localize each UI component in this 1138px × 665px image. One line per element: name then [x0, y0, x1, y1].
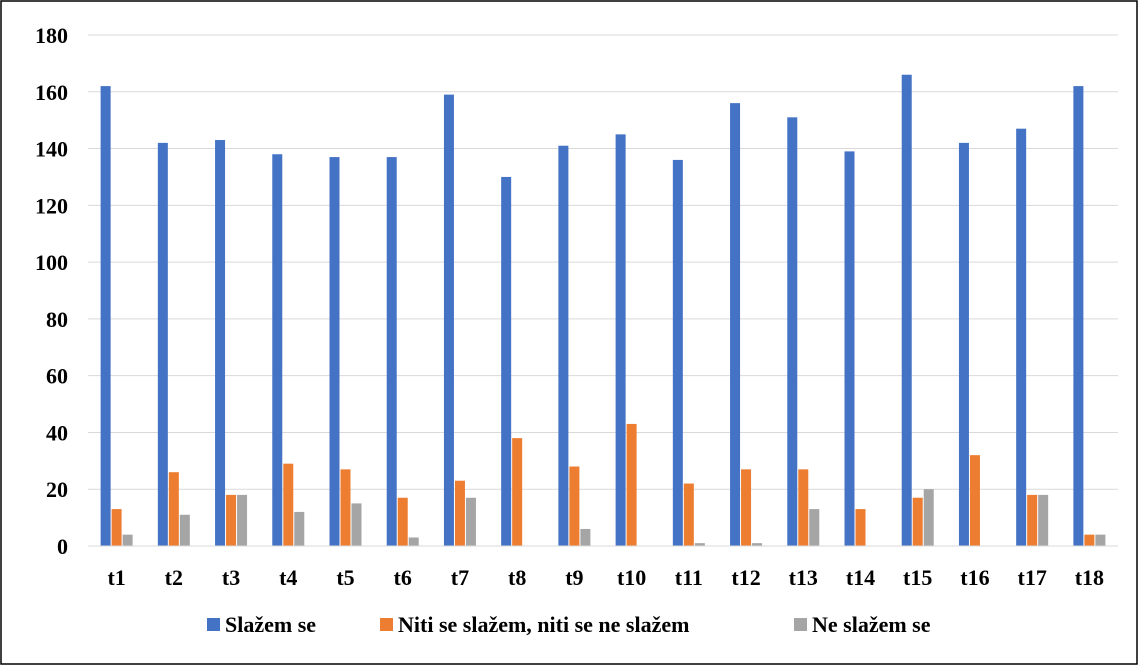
x-tick-label: t2: [165, 565, 183, 590]
bar-t8-series-2: [512, 438, 523, 546]
bar-t9-series-2: [569, 466, 580, 546]
legend-label-1: Slažem se: [225, 612, 316, 637]
bar-t7-series-1: [443, 94, 454, 546]
bar-t17-series-2: [1027, 494, 1038, 546]
bar-t4-series-1: [272, 154, 283, 546]
x-tick-label: t17: [1018, 565, 1047, 590]
bar-t5-series-3: [351, 503, 362, 546]
legend-label-2: Niti se slažem, niti se ne slažem: [398, 612, 689, 637]
bar-t3-series-3: [237, 494, 248, 546]
bar-t1-series-2: [111, 509, 122, 546]
bar-t16-series-1: [958, 142, 969, 546]
bar-t17-series-3: [1038, 494, 1049, 546]
bar-t6-series-1: [386, 157, 397, 547]
x-tick-label: t11: [675, 565, 703, 590]
bar-t13-series-3: [809, 509, 820, 546]
y-tick-label: 140: [35, 137, 68, 162]
y-axis-ticks: 0 20 40 60 80 100 120 140 160 180: [35, 23, 68, 559]
bar-t7-series-2: [454, 480, 465, 546]
bar-t14-series-2: [855, 509, 866, 546]
legend-label-3: Ne slažem se: [812, 612, 931, 637]
bar-t10-series-2: [626, 423, 637, 546]
legend-swatch-1: [207, 618, 220, 631]
bar-t13-series-2: [798, 469, 809, 546]
bars: [100, 74, 1106, 547]
bar-t2-series-2: [168, 472, 179, 546]
y-tick-label: 0: [57, 534, 68, 559]
bar-t11-series-2: [683, 483, 694, 546]
bar-t18-series-2: [1084, 534, 1095, 546]
bar-t8-series-1: [501, 176, 512, 546]
bar-t12-series-1: [730, 103, 741, 546]
x-axis-ticks: t1 t2 t3 t4 t5 t6 t7 t8 t9 t10 t11 t12 t13 t14 t15 t16 t…: [107, 565, 1104, 590]
bar-t9-series-1: [558, 145, 569, 546]
legend-swatch-2: [380, 618, 393, 631]
bar-t5-series-2: [340, 469, 351, 546]
bar-t4-series-2: [283, 463, 294, 546]
x-tick-label: t16: [960, 565, 989, 590]
x-tick-label: t5: [336, 565, 354, 590]
bar-t7-series-3: [465, 497, 476, 546]
x-tick-label: t4: [279, 565, 297, 590]
x-tick-label: t18: [1075, 565, 1104, 590]
bar-t15-series-3: [923, 489, 934, 546]
x-tick-label: t6: [394, 565, 412, 590]
bar-t6-series-2: [397, 497, 408, 546]
x-tick-label: t13: [789, 565, 818, 590]
bar-t11-series-3: [694, 543, 705, 546]
x-tick-label: t14: [846, 565, 875, 590]
bar-t17-series-1: [1016, 128, 1027, 546]
y-tick-label: 120: [35, 193, 68, 218]
y-tick-label: 80: [46, 307, 68, 332]
x-tick-label: t1: [107, 565, 125, 590]
x-tick-label: t9: [565, 565, 583, 590]
bar-t15-series-1: [901, 74, 912, 546]
x-tick-label: t15: [903, 565, 932, 590]
x-tick-label: t8: [508, 565, 526, 590]
x-tick-label: t3: [222, 565, 240, 590]
y-tick-label: 20: [46, 477, 68, 502]
gridlines: [88, 34, 1118, 490]
y-tick-label: 40: [46, 420, 68, 445]
legend-swatch-3: [794, 618, 807, 631]
bar-t3-series-2: [226, 494, 237, 546]
bar-t11-series-1: [672, 159, 683, 546]
bar-t12-series-3: [752, 543, 763, 546]
bar-t4-series-3: [294, 511, 305, 546]
bar-t5-series-1: [329, 157, 340, 547]
bar-t14-series-1: [844, 151, 855, 546]
x-tick-label: t7: [451, 565, 469, 590]
bar-t2-series-1: [157, 142, 168, 546]
x-tick-label: t12: [731, 565, 760, 590]
bar-t18-series-1: [1073, 86, 1084, 546]
y-tick-label: 100: [35, 250, 68, 275]
bar-t15-series-2: [912, 497, 923, 546]
legend: Slažem se Niti se slažem, niti se ne slaž…: [207, 612, 931, 637]
bar-t1-series-3: [122, 534, 133, 546]
bar-t12-series-2: [741, 469, 752, 546]
bar-t1-series-1: [100, 86, 111, 546]
bar-t6-series-3: [408, 537, 419, 546]
bar-t18-series-3: [1095, 534, 1106, 546]
bar-t16-series-2: [969, 455, 980, 546]
bar-t2-series-3: [179, 514, 190, 546]
bar-t9-series-3: [580, 528, 591, 546]
x-tick-label: t10: [617, 565, 646, 590]
bar-t13-series-1: [787, 117, 798, 547]
y-tick-label: 160: [35, 80, 68, 105]
bar-t3-series-1: [215, 140, 226, 547]
bar-t10-series-1: [615, 134, 626, 546]
y-tick-label: 180: [35, 23, 68, 48]
y-tick-label: 60: [46, 364, 68, 389]
